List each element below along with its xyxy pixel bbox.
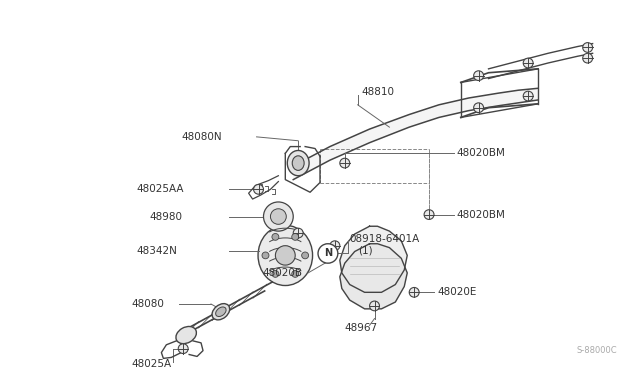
- Circle shape: [409, 288, 419, 297]
- Text: 48080: 48080: [132, 299, 164, 309]
- PathPatch shape: [293, 88, 538, 180]
- Text: 48967: 48967: [345, 323, 378, 333]
- Ellipse shape: [216, 307, 226, 317]
- Text: 48020BM: 48020BM: [457, 148, 506, 158]
- Circle shape: [262, 252, 269, 259]
- Circle shape: [424, 210, 434, 219]
- Circle shape: [292, 270, 299, 277]
- Circle shape: [524, 58, 533, 68]
- Text: (1): (1): [358, 246, 372, 256]
- Circle shape: [318, 244, 338, 263]
- Circle shape: [340, 158, 349, 168]
- Circle shape: [474, 71, 484, 80]
- Circle shape: [271, 209, 286, 224]
- Text: S-88000C: S-88000C: [577, 346, 618, 355]
- Circle shape: [330, 241, 340, 251]
- Ellipse shape: [258, 225, 312, 286]
- Circle shape: [474, 103, 484, 113]
- Circle shape: [292, 234, 299, 240]
- Circle shape: [264, 202, 293, 231]
- Circle shape: [275, 246, 295, 265]
- Ellipse shape: [212, 304, 230, 320]
- Circle shape: [369, 301, 380, 311]
- Polygon shape: [340, 244, 407, 309]
- Circle shape: [582, 53, 593, 63]
- Text: 48020B: 48020B: [262, 268, 303, 278]
- Circle shape: [293, 228, 303, 238]
- Text: 48080N: 48080N: [181, 132, 222, 142]
- Text: 48025AA: 48025AA: [136, 185, 184, 194]
- Text: 08918-6401A: 08918-6401A: [349, 234, 420, 244]
- Polygon shape: [340, 226, 407, 292]
- Text: 48020BM: 48020BM: [457, 209, 506, 219]
- Text: 48025A: 48025A: [132, 359, 172, 369]
- Text: 48342N: 48342N: [136, 246, 177, 256]
- Ellipse shape: [287, 150, 309, 176]
- Circle shape: [253, 185, 264, 194]
- Circle shape: [272, 234, 279, 240]
- Text: N: N: [324, 248, 332, 259]
- Circle shape: [582, 43, 593, 52]
- Circle shape: [301, 252, 308, 259]
- Circle shape: [272, 270, 279, 277]
- Text: 48810: 48810: [362, 87, 395, 97]
- Circle shape: [524, 91, 533, 101]
- Ellipse shape: [292, 156, 304, 170]
- Text: 48020E: 48020E: [437, 287, 476, 297]
- Text: 48980: 48980: [150, 212, 182, 222]
- Circle shape: [179, 344, 188, 353]
- Ellipse shape: [176, 327, 196, 344]
